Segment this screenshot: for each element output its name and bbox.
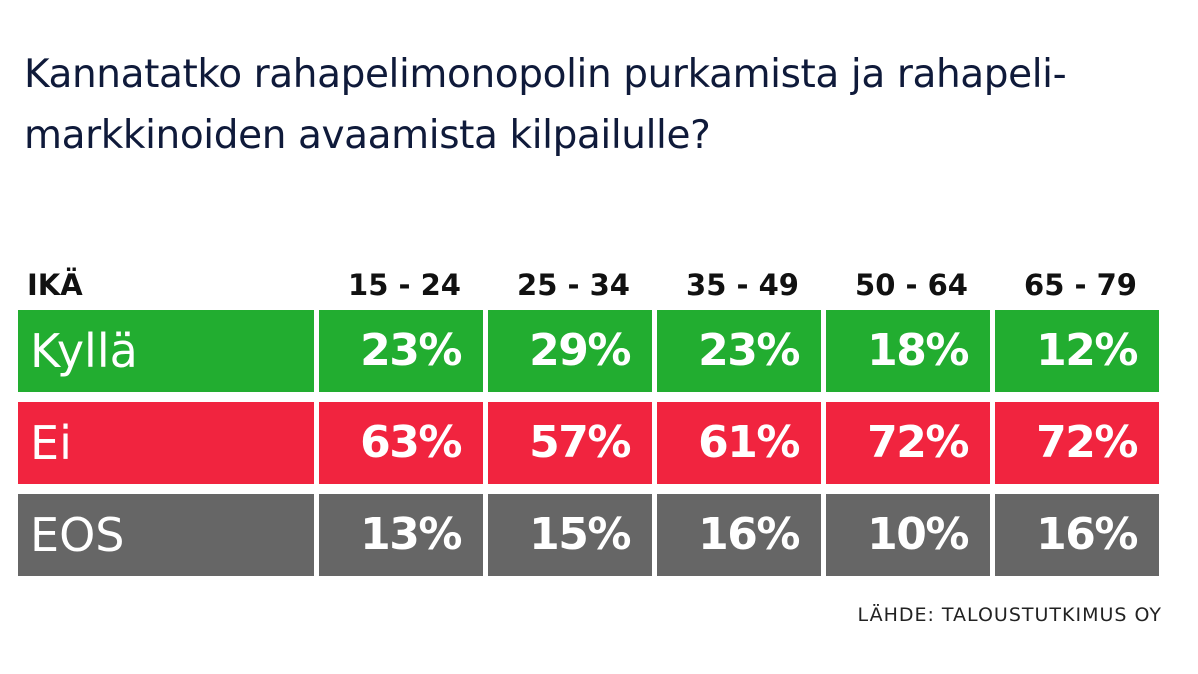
row-label-cell: EOS bbox=[18, 494, 314, 576]
row-label-cell: Kyllä bbox=[18, 310, 314, 392]
value-cell: 63% bbox=[319, 402, 483, 484]
value-label: 23% bbox=[698, 325, 800, 376]
source-note: LÄHDE: TALOUSTUTKIMUS OY bbox=[857, 604, 1162, 626]
value-label: 72% bbox=[867, 417, 969, 468]
value-label: 12% bbox=[1036, 325, 1138, 376]
value-cell: 16% bbox=[995, 494, 1159, 576]
table-row: EOS 13% 15% 16% 10% 16% bbox=[18, 494, 1159, 576]
value-label: 16% bbox=[698, 509, 800, 560]
value-cell: 16% bbox=[657, 494, 821, 576]
value-cell: 15% bbox=[488, 494, 652, 576]
value-label: 16% bbox=[1036, 509, 1138, 560]
value-label: 23% bbox=[360, 325, 462, 376]
value-cell: 18% bbox=[826, 310, 990, 392]
value-cell: 13% bbox=[319, 494, 483, 576]
age-group-header: 35 - 49 bbox=[686, 268, 799, 302]
value-label: 72% bbox=[1036, 417, 1138, 468]
value-label: 15% bbox=[529, 509, 631, 560]
value-label: 63% bbox=[360, 417, 462, 468]
row-label: EOS bbox=[30, 508, 125, 562]
value-cell: 23% bbox=[319, 310, 483, 392]
value-cell: 57% bbox=[488, 402, 652, 484]
age-group-header: 65 - 79 bbox=[1024, 268, 1137, 302]
value-label: 57% bbox=[529, 417, 631, 468]
age-group-header: 15 - 24 bbox=[348, 268, 461, 302]
value-label: 61% bbox=[698, 417, 800, 468]
table-row: Kyllä 23% 29% 23% 18% 12% bbox=[18, 310, 1159, 392]
age-header: IKÄ bbox=[27, 268, 83, 302]
value-cell: 72% bbox=[995, 402, 1159, 484]
value-label: 10% bbox=[867, 509, 969, 560]
value-cell: 29% bbox=[488, 310, 652, 392]
row-label: Kyllä bbox=[30, 324, 138, 378]
row-label: Ei bbox=[30, 416, 72, 470]
age-group-header: 25 - 34 bbox=[517, 268, 630, 302]
table-row: Ei 63% 57% 61% 72% 72% bbox=[18, 402, 1159, 484]
row-label-cell: Ei bbox=[18, 402, 314, 484]
value-label: 13% bbox=[360, 509, 462, 560]
chart-title: Kannatatko rahapelimonopolin purkamista … bbox=[24, 52, 1067, 158]
age-group-header: 50 - 64 bbox=[855, 268, 968, 302]
value-label: 29% bbox=[529, 325, 631, 376]
value-label: 18% bbox=[867, 325, 969, 376]
value-cell: 72% bbox=[826, 402, 990, 484]
value-cell: 23% bbox=[657, 310, 821, 392]
value-cell: 61% bbox=[657, 402, 821, 484]
value-cell: 10% bbox=[826, 494, 990, 576]
value-cell: 12% bbox=[995, 310, 1159, 392]
